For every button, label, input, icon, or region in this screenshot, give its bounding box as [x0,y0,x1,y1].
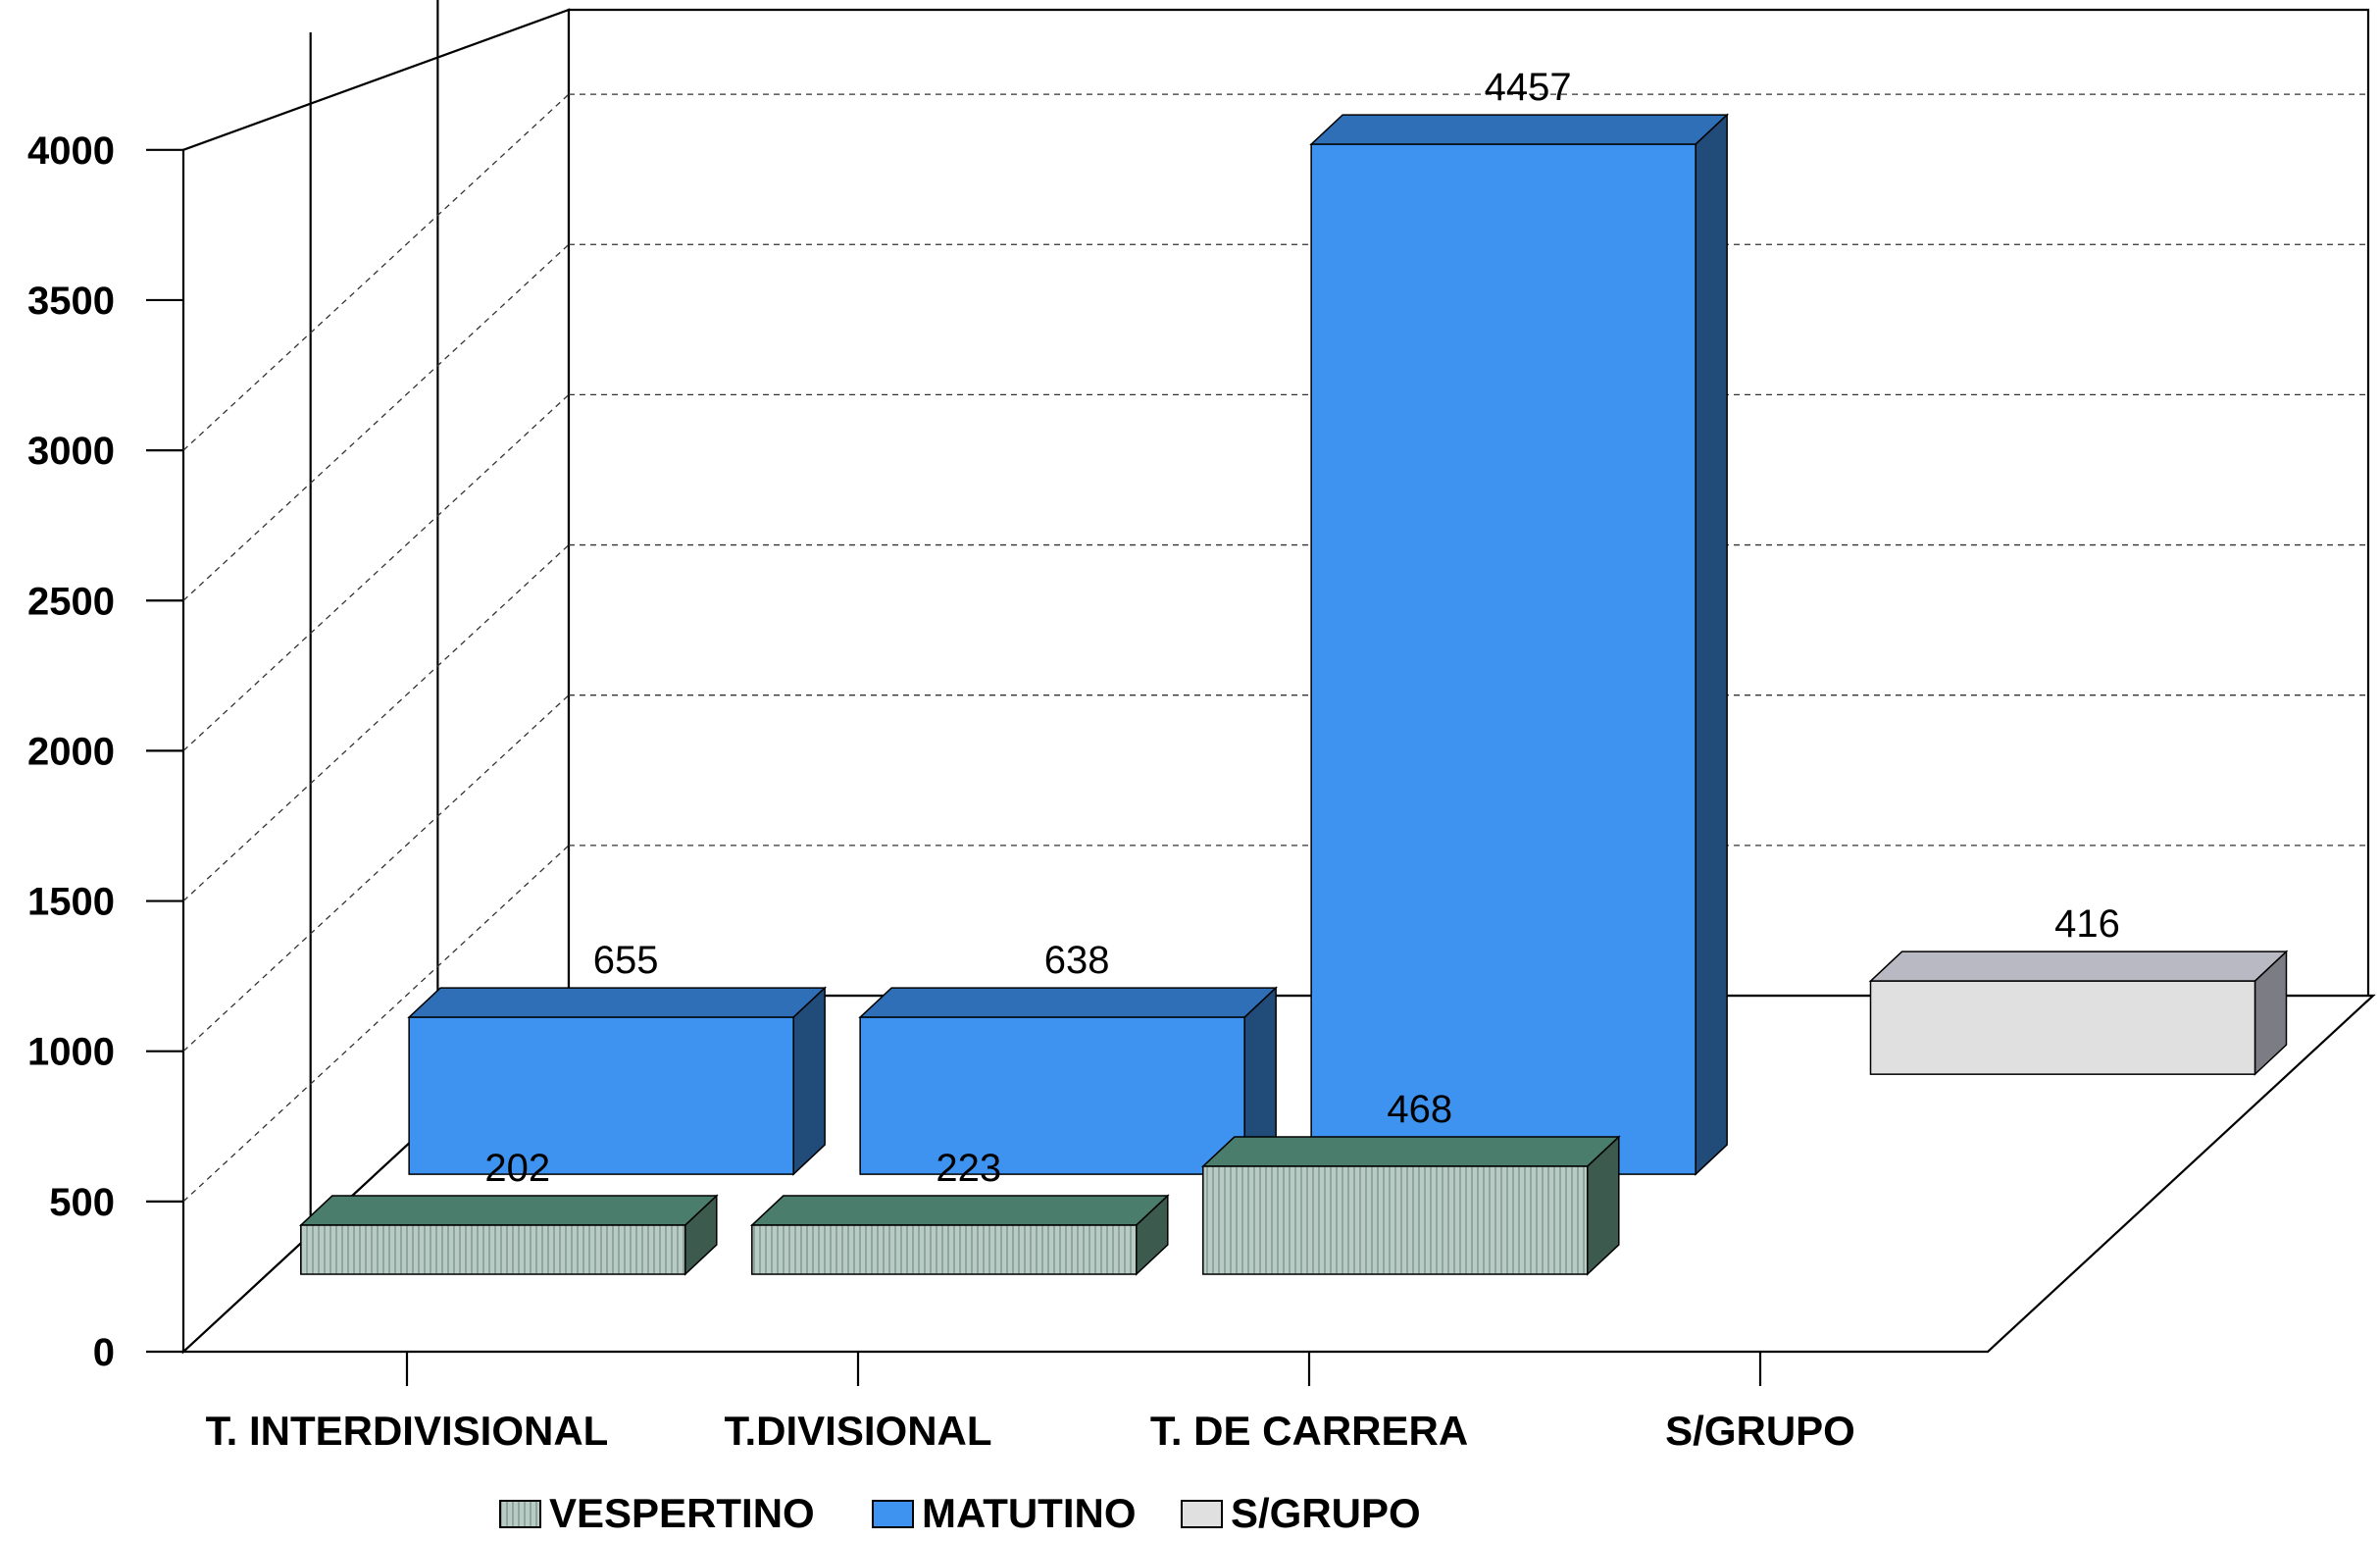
bar-matutino-0 [407,986,828,1176]
gridline-diagonal [182,93,570,451]
bar-matutino-1-top [858,987,1279,1018]
bar-vespertino-1-front [751,1224,1138,1275]
bar-matutino-2-top [1309,114,1730,145]
y-tick-label: 4000 [27,129,115,173]
legend-item-matutino: MATUTINO [872,1490,1137,1536]
data-label: 4457 [1485,66,1572,109]
x-category-label: S/GRUPO [1665,1408,1855,1454]
bar-matutino-1-front [859,1016,1245,1175]
gridline-diagonal [182,694,570,1053]
y-tick-label: 1000 [27,1031,115,1074]
bar-matutino-0-side [792,986,826,1176]
y-tick-label: 500 [49,1181,115,1224]
y-tick-label: 3000 [27,430,115,473]
data-label: 223 [936,1147,1001,1190]
y-tick-label: 2500 [27,580,115,623]
legend-label: VESPERTINO [549,1490,815,1536]
bar-matutino-0-top [407,987,828,1018]
legend-swatch [499,1500,541,1528]
bar-vespertino-2-top [1200,1136,1621,1167]
bar-s-grupo-3-top [1868,950,2289,982]
x-axis: T. INTERDIVISIONAL T.DIVISIONAL T. DE CARR… [206,1352,1855,1454]
legend-swatch [1181,1500,1223,1528]
bar-vespertino-2 [1200,1135,1621,1276]
legend-swatch [872,1500,914,1528]
bar-s-grupo-3 [1868,950,2289,1076]
x-category-label: T. DE CARRERA [1150,1408,1468,1454]
data-label: 655 [593,939,659,982]
x-category-label: T.DIVISIONAL [724,1408,991,1454]
y-axis: 0 500 1000 1500 2000 2500 3000 3500 4000 [27,129,183,1374]
bar-s-grupo-3-front [1869,980,2256,1075]
gridline-diagonal [182,393,570,751]
y-tick-label: 1500 [27,881,115,924]
data-label: 416 [2054,902,2120,946]
bar-vespertino-2-front [1202,1165,1589,1275]
bars [298,113,2289,1276]
legend-label: MATUTINO [922,1490,1137,1536]
data-label: 638 [1044,939,1110,982]
bar-matutino-0-front [408,1016,794,1175]
legend: VESPERTINO MATUTINO S/GRUPO [499,1490,1421,1536]
y-tick-label: 0 [93,1331,115,1374]
legend-item-vespertino: VESPERTINO [499,1490,815,1536]
gridline-diagonal [182,544,570,902]
data-label: 468 [1387,1088,1452,1131]
bar-matutino-2-front [1310,143,1696,1175]
bar-matutino-2 [1309,113,1730,1176]
bar-matutino-1 [858,986,1279,1176]
legend-item-s-grupo: S/GRUPO [1181,1490,1421,1536]
gridline-diagonal [182,845,570,1203]
bar-matutino-2-side [1695,113,1728,1176]
data-labels: 416 655 638 4457 202 223 468 [484,66,2119,1190]
gridline-diagonal [182,243,570,601]
bar-vespertino-1 [749,1194,1170,1276]
data-label: 202 [484,1147,550,1190]
x-category-label: T. INTERDIVISIONAL [206,1408,609,1454]
bar-vespertino-0-top [298,1195,719,1226]
bar-vespertino-0-front [300,1224,686,1275]
y-tick-label: 2000 [27,730,115,773]
y-tick-label: 3500 [27,280,115,323]
bar-vespertino-0 [298,1194,719,1276]
legend-label: S/GRUPO [1231,1490,1421,1536]
bar-vespertino-1-top [749,1195,1170,1226]
